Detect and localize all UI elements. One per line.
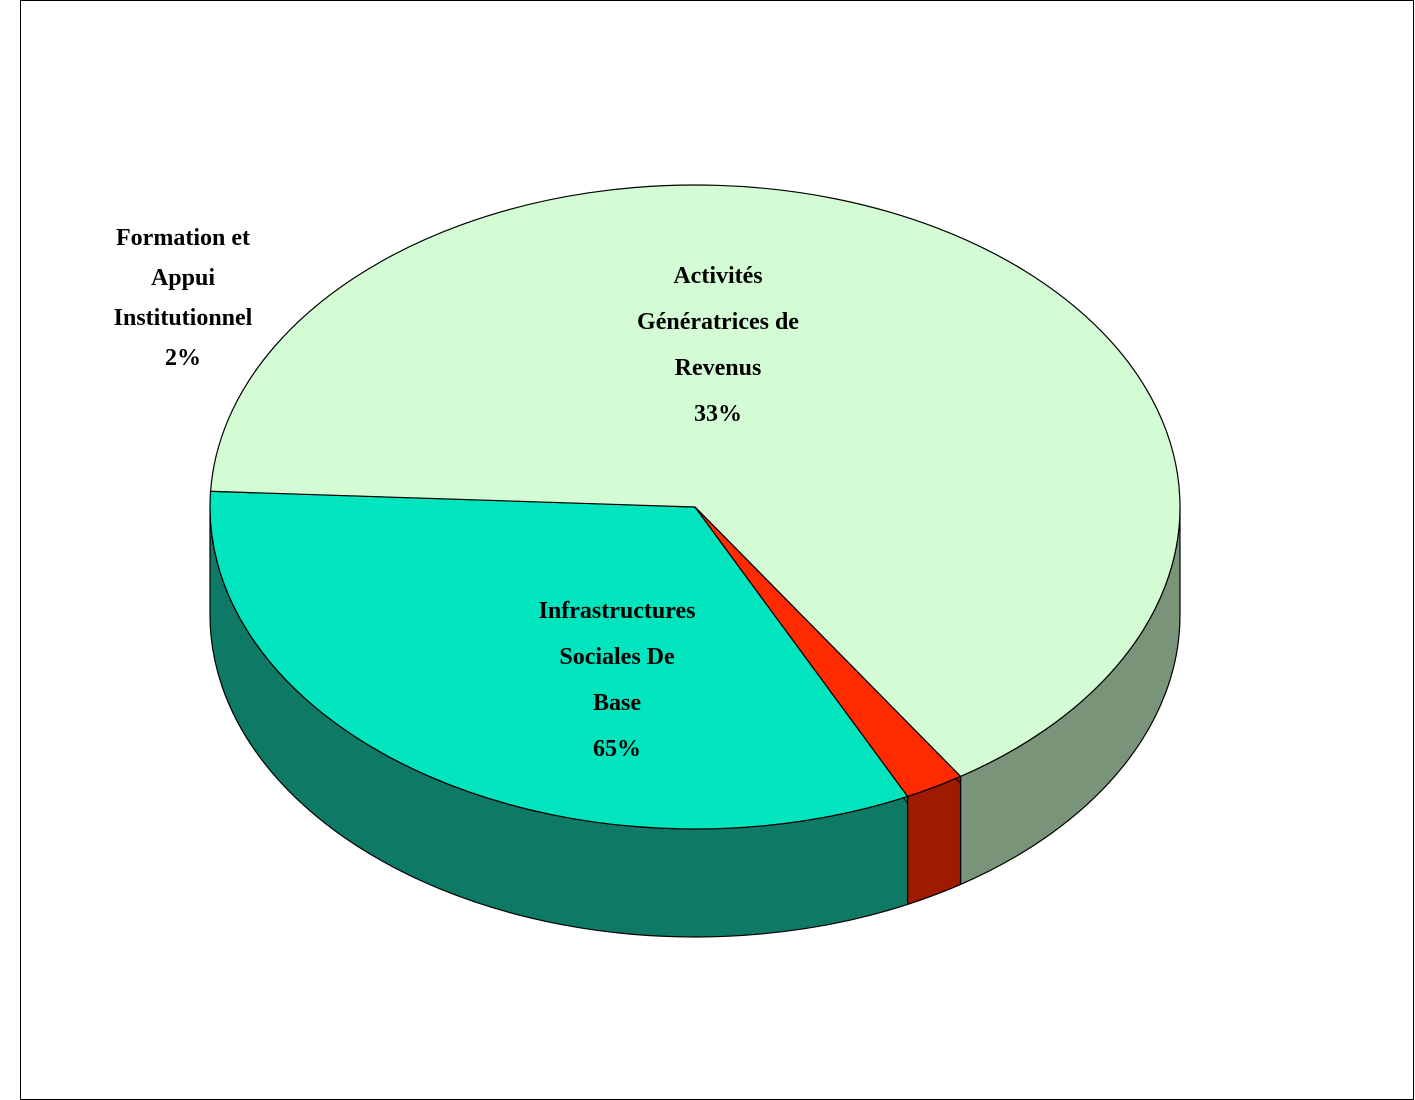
slice-top-0 bbox=[209, 490, 909, 830]
slice-label-0-line-0: Activités bbox=[673, 263, 762, 289]
slice-top-1 bbox=[209, 184, 1181, 778]
slice-label-1-line-2: Base bbox=[593, 690, 641, 716]
slice-label-2-line-3: 2% bbox=[165, 345, 201, 371]
slice-label-0: Activités Génératrices de Revenus 33% bbox=[637, 263, 799, 427]
slice-label-2-line-1: Appui bbox=[151, 265, 215, 291]
slice-label-1-line-0: Infrastructures bbox=[539, 598, 696, 624]
slice-label-0-line-3: 33% bbox=[694, 401, 742, 427]
slice-label-0-line-1: Génératrices de bbox=[637, 309, 799, 335]
slice-label-2: Formation et Appui Institutionnel 2% bbox=[114, 225, 253, 371]
slice-label-0-line-2: Revenus bbox=[675, 355, 762, 381]
slice-label-1: Infrastructures Sociales De Base 65% bbox=[539, 598, 696, 762]
slice-top-2 bbox=[694, 506, 962, 798]
slice-label-1-line-3: 65% bbox=[593, 736, 641, 762]
slice-side-2-0 bbox=[907, 775, 962, 906]
slice-label-2-line-0: Formation et bbox=[116, 225, 250, 251]
slice-label-1-line-1: Sociales De bbox=[559, 644, 675, 670]
slice-label-2-line-2: Institutionnel bbox=[114, 305, 253, 331]
